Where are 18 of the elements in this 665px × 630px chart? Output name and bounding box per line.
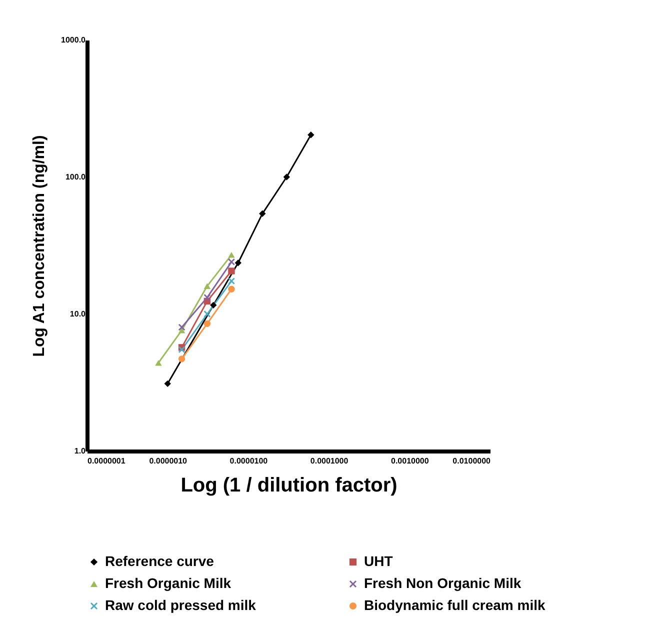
- x-axis-title: Log (1 / dilution factor): [180, 474, 398, 496]
- y-axis-title: Log A1 concentration (ng/ml): [31, 135, 48, 357]
- x-tick-label: 0.0000010: [149, 456, 188, 466]
- y-tick-label: 1.0: [74, 446, 86, 456]
- x-tick-label: 0.0000100: [230, 456, 268, 466]
- y-tick-label: 1000.0: [61, 36, 86, 44]
- legend-label: UHT: [364, 553, 394, 569]
- y-tick-label: 100.0: [65, 172, 86, 182]
- legend-label: Raw cold pressed milk: [105, 597, 256, 613]
- x-tick-label: 0.0001000: [310, 456, 349, 466]
- x-tick-label: 0.0010000: [390, 456, 430, 466]
- y-tick-label: 10.0: [70, 310, 86, 318]
- legend-label: Fresh Non Organic Milk: [364, 575, 522, 591]
- legend-label: Fresh Organic Milk: [105, 575, 232, 591]
- x-tick-label: 0.0000001: [88, 456, 126, 466]
- legend-label: Reference curve: [105, 553, 214, 569]
- legend-label: Biodynamic full cream milk: [364, 597, 546, 613]
- x-tick-label: 0.0100000: [452, 456, 492, 466]
